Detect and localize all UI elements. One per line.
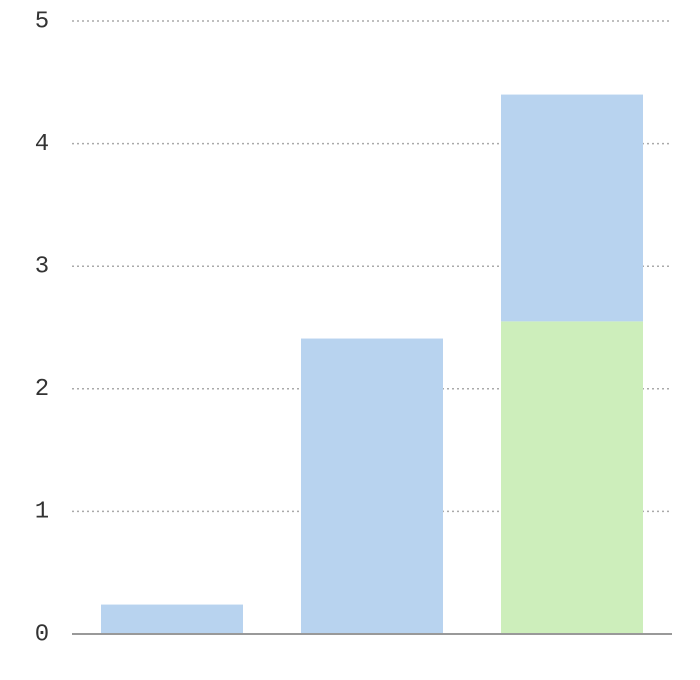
y-tick-label: 5	[35, 8, 49, 35]
y-tick-label: 3	[35, 254, 49, 281]
bar-segment	[101, 604, 243, 634]
y-tick-label: 0	[35, 621, 49, 648]
y-tick-label: 2	[35, 376, 49, 403]
bar-segment	[301, 338, 443, 634]
bar-segment	[501, 321, 643, 634]
y-tick-label: 1	[35, 499, 49, 526]
bar-segment	[501, 94, 643, 322]
y-tick-label: 4	[35, 131, 49, 158]
